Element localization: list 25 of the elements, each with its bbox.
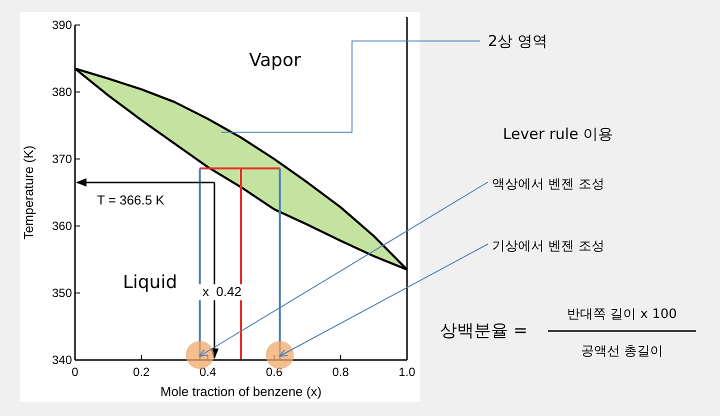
annotation: Liquid	[122, 272, 178, 293]
annotation: 액상에서 벤젠 조성	[492, 177, 604, 192]
x-tick-label: 0.2	[133, 365, 150, 379]
text: 상백분율 =	[440, 321, 528, 341]
x-tick-label: 0.6	[266, 365, 283, 379]
ref-line-label: T = 366.5 K	[97, 192, 165, 208]
text: Lever rule 이용	[502, 125, 614, 143]
x-tick-label: 0.4	[199, 365, 216, 379]
x-tick-label: 1.0	[398, 365, 416, 379]
x-tick-label: 0.8	[332, 365, 350, 379]
y-axis-title: Temperature (K)	[21, 146, 36, 240]
text: 공액선 총길이	[580, 344, 664, 359]
x-tick-label: 0	[72, 365, 79, 379]
ref-line-label: x 0.42	[202, 284, 242, 300]
y-tick-label: 380	[52, 85, 72, 99]
y-tick-label: 340	[52, 353, 72, 367]
annotation: Vapor	[249, 50, 302, 71]
y-tick-label: 370	[52, 152, 72, 166]
annotation: 기상에서 벤젠 조성	[492, 239, 604, 254]
y-tick-label: 390	[52, 18, 72, 32]
x-axis-title: Mole traction of benzene (x)	[160, 384, 322, 399]
text: 반대쪽 길이 x 100	[567, 307, 677, 322]
y-tick-label: 350	[52, 286, 72, 300]
annotation: 2상 영역	[488, 32, 548, 50]
y-tick-label: 360	[52, 219, 72, 233]
